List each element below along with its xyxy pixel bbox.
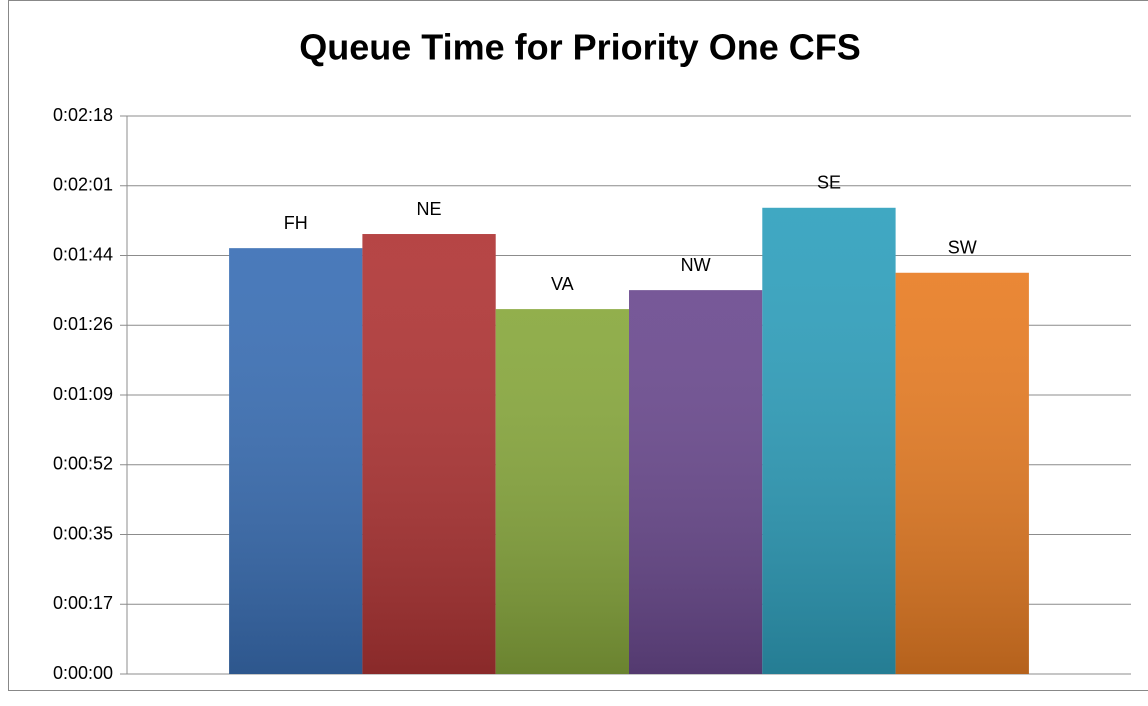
bar-label: SE [817,173,841,193]
y-tick-label: 0:00:35 [53,523,113,543]
bar-label: NE [417,199,442,219]
y-tick-label: 0:00:17 [53,593,113,613]
bar-shade [496,309,629,674]
bar-shade [629,290,762,674]
bar-shade [362,234,495,674]
y-tick-label: 0:00:00 [53,663,113,683]
bar-label: SW [948,238,977,258]
bar-shade [762,208,895,674]
y-tick-label: 0:02:18 [53,105,113,125]
y-tick-label: 0:01:09 [53,384,113,404]
y-tick-label: 0:01:44 [53,244,113,264]
bar-label: FH [284,213,308,233]
bar-shade [229,248,362,674]
y-tick-label: 0:00:52 [53,454,113,474]
y-tick-label: 0:01:26 [53,314,113,334]
chart-title: Queue Time for Priority One CFS [299,27,860,68]
bar-shade [896,273,1029,674]
y-tick-label: 0:02:01 [53,175,113,195]
bar-label: NW [681,255,711,275]
bar-label: VA [551,274,574,294]
